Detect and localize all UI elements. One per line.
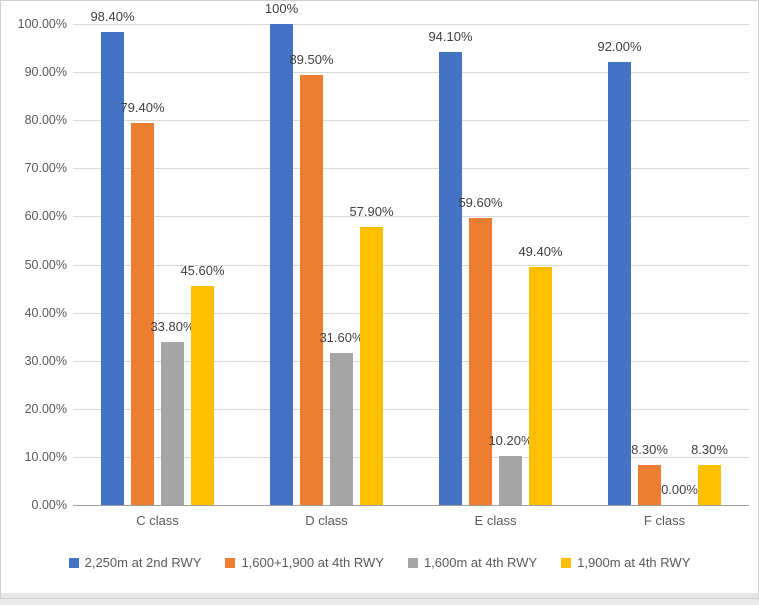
y-axis-tick-label: 50.00% xyxy=(24,257,67,272)
legend-swatch-icon xyxy=(407,557,418,568)
bar-series-1: 92.00% xyxy=(597,39,642,505)
data-label: 45.60% xyxy=(180,262,225,278)
legend-swatch-icon xyxy=(68,557,79,568)
bar-series-4: 49.40% xyxy=(518,244,563,505)
x-axis-category-label: E class xyxy=(474,513,517,528)
gridline xyxy=(73,24,749,25)
bar-group-e-class: 94.10% 59.60% 10.20% 49.40% xyxy=(411,24,580,505)
y-axis-tick-label: 30.00% xyxy=(24,353,67,368)
data-label: 10.20% xyxy=(488,432,533,448)
data-label: 59.60% xyxy=(458,195,503,211)
gridline xyxy=(73,408,749,410)
bar-group-d-class: 100% 89.50% 31.60% 57.90% xyxy=(242,1,411,505)
y-axis-tick-label: 60.00% xyxy=(24,209,67,224)
legend-item-4: 1,900m at 4th RWY xyxy=(561,555,690,570)
bar-series-3: 33.80% xyxy=(150,319,195,505)
gridline xyxy=(73,168,749,170)
legend-swatch-icon xyxy=(561,557,572,568)
legend-swatch-icon xyxy=(225,557,236,568)
y-axis-tick-label: 100.00% xyxy=(17,17,67,31)
bar-group-c-class: 98.40% 79.40% 33.80% 45.60% xyxy=(73,9,242,505)
data-label: 31.60% xyxy=(319,330,364,346)
data-label: 57.90% xyxy=(349,203,394,219)
plot-area: 98.40% 79.40% 33.80% 45.60% 100% 89.50% 31.60%… xyxy=(73,1,749,506)
gridline xyxy=(73,120,749,122)
bar-series-1: 98.40% xyxy=(90,9,135,505)
bar-series-3: 10.20% xyxy=(488,433,533,505)
bar-series-2: 8.30% xyxy=(631,442,668,505)
y-axis-tick-label: 20.00% xyxy=(24,401,67,416)
data-label: 100% xyxy=(264,1,299,16)
bar-series-2: 79.40% xyxy=(120,100,165,505)
window-edge xyxy=(1,593,758,598)
gridline xyxy=(73,456,749,458)
gridline xyxy=(73,360,749,362)
bar-series-4: 57.90% xyxy=(349,204,394,505)
bar-series-1: 100% xyxy=(265,1,298,505)
bar-series-1: 94.10% xyxy=(428,29,473,505)
x-axis-category-label: D class xyxy=(305,513,348,528)
data-label: 33.80% xyxy=(150,319,195,335)
y-axis-tick-label: 90.00% xyxy=(24,65,67,80)
legend-label: 1,600+1,900 at 4th RWY xyxy=(241,555,384,570)
data-label: 49.40% xyxy=(518,244,563,260)
data-label: 8.30% xyxy=(631,442,668,458)
x-axis-line xyxy=(73,505,749,506)
bar-series-4: 8.30% xyxy=(691,442,728,505)
data-label: 79.40% xyxy=(120,100,165,116)
gridline xyxy=(73,216,749,218)
bar-series-2: 59.60% xyxy=(458,195,503,505)
chart-legend: 2,250m at 2nd RWY 1,600+1,900 at 4th RWY 1… xyxy=(1,555,758,570)
data-label: 89.50% xyxy=(289,51,334,67)
legend-label: 1,600m at 4th RWY xyxy=(423,555,538,570)
x-axis-category-label: F class xyxy=(643,513,686,528)
data-label: 8.30% xyxy=(691,442,728,458)
y-axis-tick-label: 10.00% xyxy=(24,449,67,464)
data-label: 94.10% xyxy=(428,29,473,45)
data-label: 98.40% xyxy=(90,8,135,24)
gridline xyxy=(73,264,749,266)
legend-label: 2,250m at 2nd RWY xyxy=(84,555,202,570)
bar-series-4: 45.60% xyxy=(180,263,225,505)
gridline xyxy=(73,72,749,74)
y-axis-tick-label: 0.00% xyxy=(31,498,67,512)
legend-label: 1,900m at 4th RWY xyxy=(577,555,691,570)
data-label: 0.00% xyxy=(661,482,698,497)
x-axis-category-label: C class xyxy=(136,513,179,528)
bar-group-f-class: 92.00% 8.30% 0.00% 8.30% xyxy=(580,24,749,505)
gridline xyxy=(73,312,749,314)
data-label: 92.00% xyxy=(597,39,642,55)
y-axis-tick-label: 40.00% xyxy=(24,305,67,320)
y-axis-tick-label: 70.00% xyxy=(24,161,67,176)
legend-item-2: 1,600+1,900 at 4th RWY xyxy=(225,555,384,570)
bar-series-3: 31.60% xyxy=(319,330,364,505)
y-axis-tick-label: 80.00% xyxy=(24,113,67,128)
bar-series-2: 89.50% xyxy=(289,52,334,505)
legend-item-3: 1,600m at 4th RWY xyxy=(407,555,538,570)
legend-item-1: 2,250m at 2nd RWY xyxy=(68,555,202,570)
